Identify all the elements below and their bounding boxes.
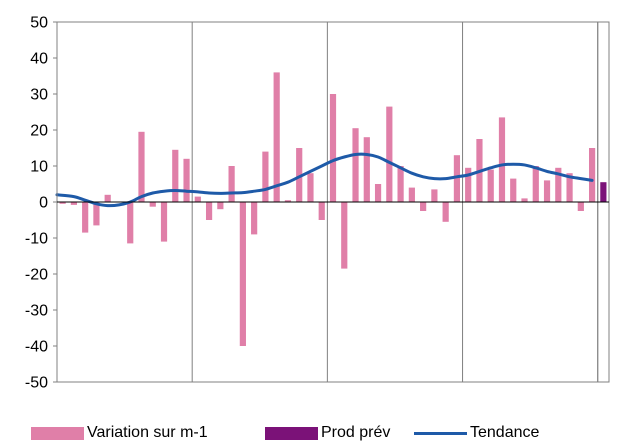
bar-variation-41 — [521, 198, 528, 202]
bar-variation-0 — [59, 202, 66, 204]
bar-variation-3 — [93, 202, 100, 226]
y-tick-label-8: -30 — [25, 303, 48, 320]
bar-variation-19 — [273, 72, 280, 203]
bar-variation-44 — [555, 167, 562, 202]
bars-layer — [59, 72, 607, 346]
bar-variation-1 — [70, 202, 77, 205]
line-layer — [55, 152, 594, 208]
bar-variation-20 — [284, 200, 292, 202]
legend-swatch-prod-prev — [265, 426, 318, 440]
bar-variation-33 — [431, 189, 438, 202]
bar-variation-9 — [160, 202, 168, 242]
y-tick-label-5: 0 — [39, 195, 48, 212]
bar-variation-42 — [532, 166, 539, 202]
bar-prod-prev-48 — [600, 182, 607, 202]
bar-variation-35 — [453, 155, 461, 202]
legend: Variation sur m-1 Prod prév Tendance — [0, 421, 627, 445]
y-tick-label-4: 10 — [30, 159, 48, 176]
y-tick-label-9: -40 — [25, 339, 48, 356]
bar-variation-15 — [228, 166, 235, 202]
bar-variation-8 — [149, 202, 156, 207]
legend-line-tendance — [414, 431, 467, 435]
legend-swatch-variation — [31, 426, 84, 440]
legend-label-variation: Variation sur m-1 — [87, 424, 208, 441]
bar-variation-47 — [589, 148, 596, 202]
bar-variation-31 — [408, 187, 415, 202]
y-tick-label-2: 30 — [30, 87, 48, 104]
y-tick-labels: 50 40 30 20 10 0 -10 -20 -30 -40 -50 — [25, 15, 48, 392]
bar-variation-21 — [296, 148, 303, 202]
bar-variation-45 — [566, 173, 573, 202]
bar-variation-18 — [262, 151, 269, 202]
legend-label-prod-prev: Prod prév — [321, 424, 391, 441]
bar-variation-13 — [205, 202, 213, 220]
legend-item-prod-prev: Prod prév — [265, 423, 390, 443]
bar-variation-26 — [352, 128, 359, 202]
bar-variation-23 — [318, 202, 325, 220]
bar-variation-22 — [307, 173, 314, 202]
bar-variation-28 — [374, 184, 382, 202]
y-tick-label-10: -50 — [25, 375, 48, 392]
bar-variation-40 — [510, 178, 517, 202]
legend-item-tendance: Tendance — [414, 423, 539, 443]
bar-variation-16 — [239, 202, 246, 346]
bar-variation-17 — [251, 202, 258, 235]
bar-variation-32 — [420, 202, 427, 211]
bar-variation-30 — [397, 166, 404, 202]
y-tick-label-3: 20 — [30, 123, 48, 140]
y-tick-label-7: -20 — [25, 267, 48, 284]
bar-variation-38 — [487, 169, 494, 202]
y-tick-label-1: 40 — [30, 51, 48, 68]
bar-variation-11 — [183, 158, 190, 202]
trend-line — [55, 152, 594, 208]
bar-variation-46 — [577, 202, 584, 211]
bar-variation-7 — [138, 131, 145, 202]
bar-variation-25 — [341, 202, 348, 269]
legend-item-variation: Variation sur m-1 — [31, 423, 208, 443]
bar-variation-39 — [498, 117, 506, 202]
axis-layer — [53, 21, 610, 383]
bar-variation-12 — [194, 196, 201, 202]
y-tick-label-0: 50 — [30, 15, 48, 32]
bar-variation-6 — [127, 202, 134, 244]
bar-variation-4 — [104, 194, 111, 202]
bar-variation-43 — [543, 180, 551, 202]
bar-variation-27 — [363, 137, 370, 202]
bar-variation-36 — [465, 167, 472, 202]
bar-variation-10 — [172, 149, 179, 202]
bar-variation-34 — [442, 202, 449, 222]
bar-variation-29 — [386, 106, 393, 202]
y-tick-label-6: -10 — [25, 231, 48, 248]
bar-variation-2 — [82, 202, 89, 233]
legend-label-tendance: Tendance — [470, 424, 540, 441]
bar-variation-14 — [217, 202, 224, 210]
bar-variation-24 — [329, 94, 337, 202]
